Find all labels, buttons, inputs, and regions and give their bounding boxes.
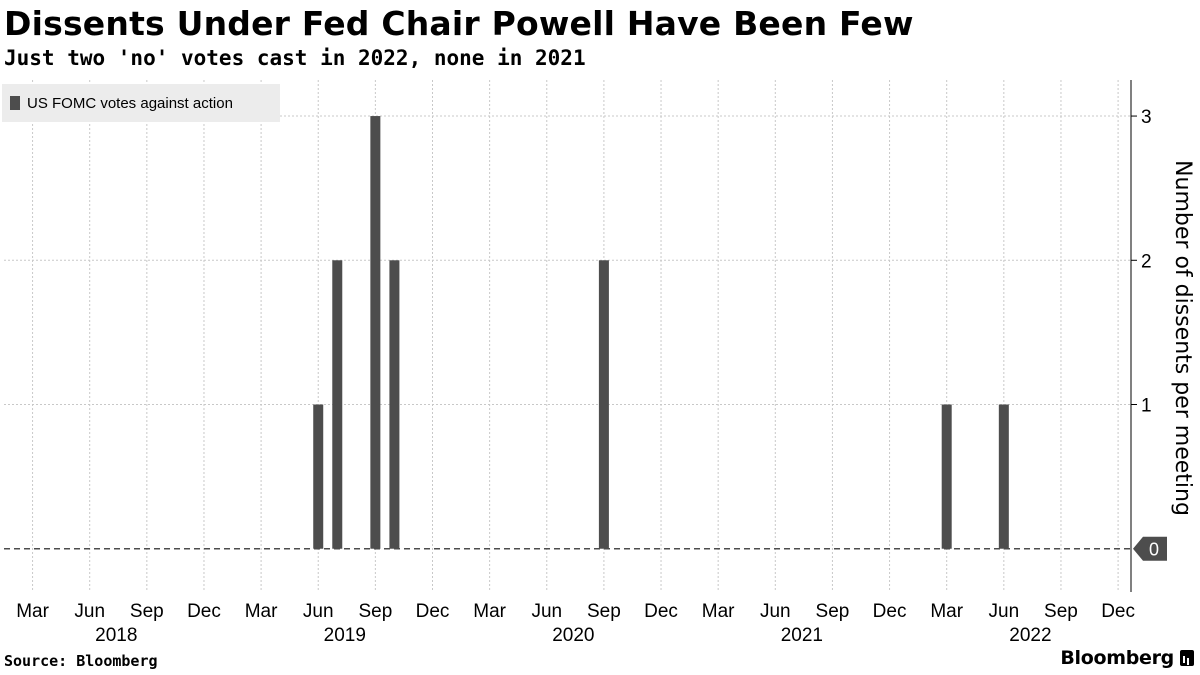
x-tick-label: Dec: [644, 601, 678, 622]
x-tick-label: Sep: [587, 601, 621, 622]
legend: US FOMC votes against action: [2, 84, 280, 122]
x-tick-label: Jun: [531, 601, 562, 622]
brand: Bloomberg: [1060, 647, 1194, 669]
x-tick-label: Mar: [245, 601, 278, 622]
x-year-label: 2022: [1009, 625, 1051, 646]
bar: [941, 404, 952, 549]
brand-name: Bloomberg: [1060, 647, 1174, 669]
x-tick-label: Dec: [873, 601, 907, 622]
x-tick-label: Dec: [187, 601, 221, 622]
bloomberg-logo-icon: [1180, 650, 1194, 666]
bar: [389, 260, 400, 549]
y-tick-label: 3: [1141, 107, 1152, 128]
x-tick-label: Mar: [473, 601, 506, 622]
x-year-label: 2019: [324, 625, 366, 646]
chart-title: Dissents Under Fed Chair Powell Have Bee…: [4, 4, 914, 43]
legend-swatch: [10, 96, 20, 110]
x-tick-label: Mar: [16, 601, 49, 622]
bar: [313, 404, 324, 549]
x-tick-label: Jun: [74, 601, 105, 622]
bar: [332, 260, 343, 549]
source-note: Source: Bloomberg: [4, 652, 158, 670]
x-year-label: 2020: [552, 625, 594, 646]
zero-marker-label: 0: [1149, 540, 1159, 560]
y-axis-label: Number of dissents per meeting: [1170, 160, 1195, 516]
axes: 1 2 3 0 Mar Jun Sep Dec Mar Jun Sep Dec Mar Jun Sep Dec…: [16, 80, 1167, 646]
x-year-label: 2021: [781, 625, 823, 646]
x-tick-label: Mar: [702, 601, 735, 622]
x-tick-label: Jun: [303, 601, 334, 622]
legend-label: US FOMC votes against action: [27, 95, 233, 112]
x-year-label: 2018: [95, 625, 137, 646]
bars: [313, 116, 1009, 549]
bar: [598, 260, 609, 549]
x-tick-label: Mar: [930, 601, 963, 622]
y-tick-label: 1: [1141, 396, 1152, 417]
x-tick-label: Jun: [760, 601, 791, 622]
x-tick-label: Jun: [989, 601, 1020, 622]
bar: [370, 116, 381, 549]
chart-subtitle: Just two 'no' votes cast in 2022, none i…: [4, 46, 586, 70]
x-tick-label: Sep: [130, 601, 164, 622]
bar: [998, 404, 1009, 549]
x-tick-label: Dec: [416, 601, 450, 622]
x-tick-label: Sep: [816, 601, 850, 622]
x-tick-label: Dec: [1101, 601, 1135, 622]
legend-background: [2, 84, 280, 122]
zero-marker: [1133, 536, 1167, 561]
y-tick-label: 2: [1141, 251, 1152, 272]
x-tick-label: Sep: [1044, 601, 1078, 622]
x-tick-label: Sep: [358, 601, 392, 622]
grid: [4, 80, 1131, 592]
